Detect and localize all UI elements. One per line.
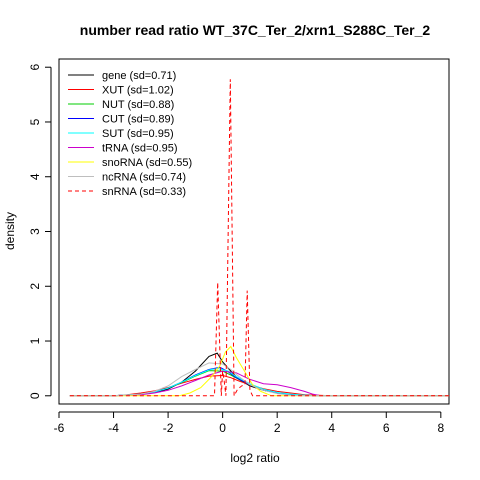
legend-label-2: NUT (sd=0.88) [102,99,174,111]
plot-frame [58,58,450,405]
series-line-6 [69,345,449,397]
series-group [69,79,449,397]
series-line-2 [69,370,449,397]
x-tick-label: -4 [108,421,119,435]
legend-label-1: XUT (sd=1.02) [102,85,174,97]
legend-label-6: snoRNA (sd=0.55) [102,157,192,169]
y-tick-label: 4 [28,173,42,180]
x-tick-label: 8 [437,421,444,435]
y-tick-label: 3 [28,228,42,235]
legend-label-5: tRNA (sd=0.95) [102,143,178,155]
series-line-0 [69,352,449,397]
x-tick-label: 0 [219,421,226,435]
series-line-8 [69,79,449,397]
legend-label-3: CUT (sd=0.89) [102,114,174,126]
x-tick-label: -6 [54,421,65,435]
y-axis-label: density [3,212,17,250]
x-tick-label: 4 [328,421,335,435]
x-tick-label: -2 [163,421,174,435]
series-line-1 [69,374,449,397]
y-tick-label: 6 [28,64,42,71]
y-tick-label: 1 [28,337,42,344]
series-line-3 [69,366,449,397]
series-line-7 [69,362,449,397]
x-tick-label: 6 [383,421,390,435]
x-tick-label: 2 [274,421,281,435]
legend-label-7: ncRNA (sd=0.74) [102,172,186,184]
y-tick-label: 0 [28,392,42,399]
x-axis: -6 -4 -2 0 2 4 6 8 [54,411,444,435]
legend-label-4: SUT (sd=0.95) [102,128,174,140]
series-line-5 [69,370,449,397]
legend-label-0: gene (sd=0.71) [102,70,176,82]
chart-title: number read ratio WT_37C_Ter_2/xrn1_S288… [80,22,431,38]
y-tick-label: 5 [28,118,42,125]
x-axis-label: log2 ratio [230,451,280,465]
legend: gene (sd=0.71) XUT (sd=1.02) NUT (sd=0.88)… [68,70,192,198]
legend-label-8: snRNA (sd=0.33) [102,186,186,198]
y-tick-label: 2 [28,283,42,290]
y-axis: 0 1 2 3 4 5 6 [28,64,52,399]
